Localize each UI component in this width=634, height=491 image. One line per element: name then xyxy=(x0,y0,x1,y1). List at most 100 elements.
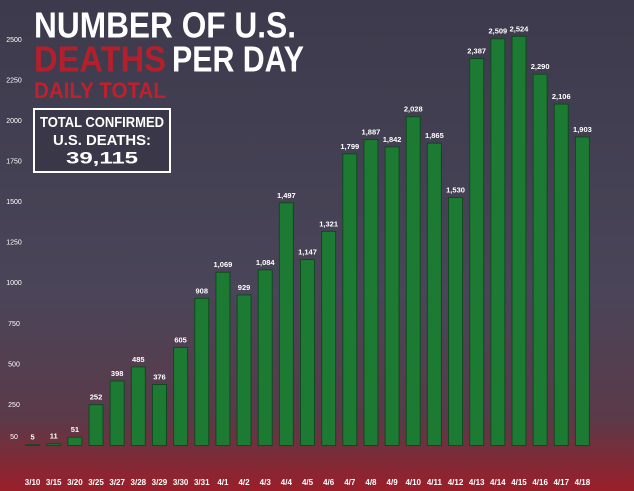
x-tick-label: 4/10 xyxy=(405,478,421,487)
x-tick-label: 4/16 xyxy=(532,478,548,487)
bar xyxy=(532,73,548,446)
value-label: 2,106 xyxy=(552,92,571,101)
annotation-total: 39,115 xyxy=(66,148,138,167)
annotation: U.S. DEATHS: xyxy=(53,132,151,149)
y-tick-label: 50 xyxy=(10,434,18,441)
bar xyxy=(384,146,400,447)
value-label: 1,903 xyxy=(573,125,592,134)
y-tick-label: 750 xyxy=(8,321,20,328)
bar xyxy=(109,380,125,447)
value-label: 1,842 xyxy=(383,135,402,144)
x-tick-label: 4/11 xyxy=(427,478,443,487)
value-label: 2,387 xyxy=(467,47,486,56)
y-tick-label: 2500 xyxy=(6,37,22,44)
y-tick-label: 2250 xyxy=(6,78,22,85)
y-tick-label: 2000 xyxy=(6,118,22,125)
value-label: 605 xyxy=(174,335,187,344)
y-tick-label: 1750 xyxy=(6,159,22,166)
x-tick-label: 3/29 xyxy=(152,478,168,487)
value-label: 5 xyxy=(30,433,34,442)
x-tick-label: 4/2 xyxy=(238,478,250,487)
chart-title: NUMBER OF U.S. xyxy=(34,5,296,46)
value-label: 1,799 xyxy=(340,142,359,151)
value-label: 1,321 xyxy=(319,219,338,228)
x-tick-label: 4/17 xyxy=(553,478,569,487)
value-label: 929 xyxy=(238,283,251,292)
bar xyxy=(511,35,527,446)
x-tick-label: 3/28 xyxy=(131,478,147,487)
x-tick-label: 4/7 xyxy=(344,478,356,487)
y-tick-label: 1500 xyxy=(6,199,22,206)
value-label: 398 xyxy=(111,369,124,378)
value-label: 376 xyxy=(153,373,166,382)
bar xyxy=(490,38,506,446)
x-tick-label: 4/12 xyxy=(448,478,464,487)
bar xyxy=(67,436,83,447)
value-label: 485 xyxy=(132,355,145,364)
value-label: 1,530 xyxy=(446,185,465,194)
x-tick-label: 4/13 xyxy=(469,478,485,487)
bar xyxy=(46,443,62,447)
bar xyxy=(342,153,358,446)
x-tick-label: 4/1 xyxy=(217,478,229,487)
value-label: 1,147 xyxy=(298,248,317,257)
bar xyxy=(278,202,294,446)
x-tick-label: 3/20 xyxy=(67,478,83,487)
chart-title: DEATHS xyxy=(34,39,166,80)
chart-subtitle: DAILY TOTAL xyxy=(34,78,166,103)
bar xyxy=(300,259,315,446)
bar xyxy=(173,346,189,447)
value-label: 11 xyxy=(50,432,58,441)
value-label: 2,524 xyxy=(510,24,530,33)
bar xyxy=(321,230,337,446)
y-tick-label: 1000 xyxy=(6,280,22,287)
x-tick-label: 4/4 xyxy=(281,478,293,487)
x-tick-label: 3/10 xyxy=(25,478,41,487)
bar xyxy=(553,103,569,447)
value-label: 51 xyxy=(71,425,79,434)
bar xyxy=(448,196,464,446)
value-label: 1,865 xyxy=(425,131,444,140)
value-label: 908 xyxy=(196,286,209,295)
x-tick-label: 4/5 xyxy=(302,478,314,487)
x-tick-label: 4/14 xyxy=(490,478,506,487)
annotation-box xyxy=(33,108,171,173)
value-label: 2,509 xyxy=(488,27,507,36)
bar xyxy=(25,444,41,446)
x-tick-label: 4/3 xyxy=(260,478,272,487)
bar xyxy=(151,384,167,446)
bar xyxy=(426,142,442,446)
x-tick-label: 3/30 xyxy=(173,478,189,487)
x-tick-label: 4/9 xyxy=(387,478,399,487)
x-tick-label: 4/18 xyxy=(575,478,591,487)
bar xyxy=(469,58,485,446)
bar xyxy=(215,271,231,446)
x-tick-label: 3/31 xyxy=(194,478,210,487)
y-tick-label: 1250 xyxy=(6,240,22,247)
bar xyxy=(257,269,273,447)
bar xyxy=(194,297,210,446)
value-label: 1,069 xyxy=(214,260,233,269)
x-tick-label: 4/15 xyxy=(511,478,527,487)
annotation: TOTAL CONFIRMED xyxy=(40,114,164,131)
chart-title: PER DAY xyxy=(172,39,304,80)
bar xyxy=(363,139,379,447)
bar xyxy=(88,404,104,446)
y-tick-label: 500 xyxy=(8,361,20,368)
value-label: 1,084 xyxy=(256,258,276,267)
bar xyxy=(405,116,421,446)
x-tick-label: 3/27 xyxy=(109,478,125,487)
value-label: 2,028 xyxy=(404,105,423,114)
x-tick-label: 3/15 xyxy=(46,478,62,487)
y-tick-label: 250 xyxy=(8,402,20,409)
value-label: 2,290 xyxy=(531,62,550,71)
bar xyxy=(130,366,146,446)
value-label: 252 xyxy=(90,393,103,402)
bar xyxy=(574,136,590,447)
bar xyxy=(236,294,252,446)
x-tick-label: 4/6 xyxy=(323,478,335,487)
x-tick-label: 4/8 xyxy=(365,478,377,487)
